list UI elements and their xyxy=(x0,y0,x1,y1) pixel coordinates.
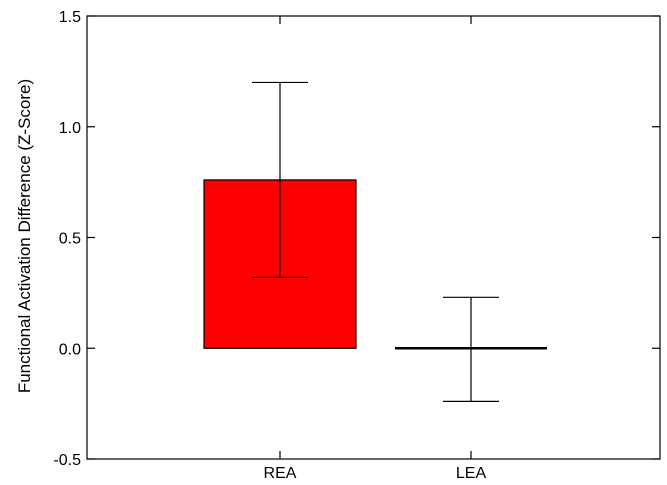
y-tick-label: 1.5 xyxy=(59,9,81,26)
y-tick-label: -0.5 xyxy=(53,452,81,469)
plot-layer: -0.5 0.0 0.5 1.0 1.5 REA LEA xyxy=(53,9,661,482)
error-bar-lea xyxy=(443,296,499,403)
x-tick-label-rea: REA xyxy=(264,465,297,482)
plot-frame xyxy=(86,15,661,460)
y-tick-label: 0.5 xyxy=(59,231,81,248)
x-tick-label-lea: LEA xyxy=(456,465,487,482)
y-tick-label: 1.0 xyxy=(59,120,81,137)
error-bar-rea xyxy=(252,81,308,278)
y-tick-label: 0.0 xyxy=(59,341,81,358)
y-axis-label: Functional Activation Difference (Z-Scor… xyxy=(15,79,34,393)
